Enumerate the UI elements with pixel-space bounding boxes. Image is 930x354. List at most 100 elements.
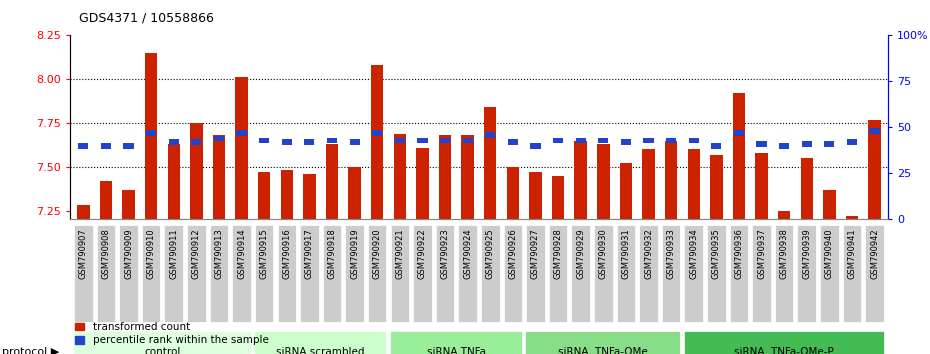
Text: GSM790914: GSM790914 bbox=[237, 228, 246, 279]
Bar bbox=[190, 123, 203, 219]
Bar bbox=[707, 225, 725, 322]
Bar bbox=[688, 138, 698, 143]
Bar bbox=[461, 135, 474, 219]
Bar bbox=[530, 143, 540, 149]
Text: GSM790932: GSM790932 bbox=[644, 228, 653, 279]
Bar bbox=[594, 225, 613, 322]
Text: GSM790931: GSM790931 bbox=[621, 228, 631, 279]
Bar bbox=[391, 225, 409, 322]
Bar bbox=[484, 107, 497, 219]
Text: control: control bbox=[144, 347, 180, 354]
Bar bbox=[440, 138, 450, 143]
Bar bbox=[843, 225, 861, 322]
Bar bbox=[187, 225, 206, 322]
Bar bbox=[345, 225, 364, 322]
Bar bbox=[192, 139, 202, 145]
Bar bbox=[77, 205, 89, 219]
Bar bbox=[123, 190, 135, 219]
Bar bbox=[847, 139, 857, 145]
Text: GSM790937: GSM790937 bbox=[757, 228, 766, 279]
Text: siRNA  TNFa-OMe: siRNA TNFa-OMe bbox=[558, 347, 648, 354]
Bar bbox=[823, 190, 835, 219]
Text: GSM790917: GSM790917 bbox=[305, 228, 314, 279]
Text: siRNA scrambled: siRNA scrambled bbox=[276, 347, 365, 354]
Bar bbox=[869, 120, 881, 219]
Bar bbox=[368, 225, 387, 322]
Text: GSM790927: GSM790927 bbox=[531, 228, 540, 279]
Bar bbox=[597, 144, 609, 219]
Bar bbox=[74, 225, 93, 322]
Bar bbox=[571, 225, 590, 322]
Bar bbox=[665, 141, 677, 219]
Bar bbox=[575, 141, 587, 219]
Text: GSM790926: GSM790926 bbox=[509, 228, 517, 279]
Bar bbox=[236, 130, 246, 136]
Bar bbox=[775, 225, 793, 322]
Bar bbox=[662, 225, 681, 322]
Bar bbox=[507, 167, 519, 219]
Bar bbox=[326, 144, 339, 219]
Bar bbox=[503, 225, 522, 322]
Bar bbox=[801, 158, 813, 219]
Bar bbox=[777, 211, 790, 219]
Bar bbox=[684, 331, 884, 354]
Bar bbox=[235, 78, 247, 219]
Bar bbox=[619, 164, 632, 219]
Bar bbox=[525, 331, 682, 354]
Bar bbox=[394, 138, 405, 143]
Bar bbox=[73, 331, 252, 354]
Bar bbox=[145, 53, 157, 219]
Bar bbox=[730, 225, 749, 322]
Bar bbox=[417, 148, 429, 219]
Bar bbox=[644, 138, 654, 143]
Bar bbox=[281, 170, 293, 219]
Bar bbox=[349, 167, 361, 219]
Text: siRNA  TNFa-OMe-P: siRNA TNFa-OMe-P bbox=[735, 347, 834, 354]
Bar bbox=[167, 144, 180, 219]
Text: GSM790918: GSM790918 bbox=[327, 228, 337, 279]
Text: GSM790913: GSM790913 bbox=[215, 228, 223, 279]
Bar bbox=[303, 174, 315, 219]
Bar bbox=[413, 225, 432, 322]
Text: GSM790938: GSM790938 bbox=[779, 228, 789, 279]
Bar bbox=[371, 65, 383, 219]
Bar bbox=[436, 225, 455, 322]
Bar bbox=[643, 149, 655, 219]
Bar bbox=[779, 143, 790, 149]
Text: GSM790911: GSM790911 bbox=[169, 228, 179, 279]
Text: GSM790923: GSM790923 bbox=[441, 228, 449, 279]
Bar bbox=[802, 141, 812, 147]
Bar bbox=[142, 225, 160, 322]
Bar bbox=[824, 141, 834, 147]
Text: GSM790929: GSM790929 bbox=[577, 228, 585, 279]
Bar bbox=[232, 225, 251, 322]
Bar bbox=[576, 138, 586, 143]
Text: GDS4371 / 10558866: GDS4371 / 10558866 bbox=[79, 12, 214, 25]
Bar bbox=[711, 155, 723, 219]
Bar bbox=[350, 139, 360, 145]
Legend: transformed count, percentile rank within the sample: transformed count, percentile rank withi… bbox=[75, 322, 269, 345]
Text: GSM790939: GSM790939 bbox=[803, 228, 811, 279]
Bar bbox=[687, 149, 700, 219]
Bar bbox=[168, 139, 179, 145]
Bar bbox=[684, 225, 703, 322]
Text: GSM790920: GSM790920 bbox=[373, 228, 381, 279]
Bar bbox=[845, 216, 858, 219]
Bar bbox=[666, 138, 676, 143]
Bar bbox=[418, 138, 428, 143]
Text: GSM790921: GSM790921 bbox=[395, 228, 405, 279]
Text: siRNA TNFa: siRNA TNFa bbox=[427, 347, 485, 354]
Bar bbox=[97, 225, 115, 322]
Text: GSM790933: GSM790933 bbox=[667, 228, 675, 279]
Bar bbox=[78, 143, 88, 149]
Text: GSM790910: GSM790910 bbox=[147, 228, 155, 279]
Bar bbox=[621, 139, 631, 145]
Bar bbox=[870, 129, 880, 134]
Text: GSM790924: GSM790924 bbox=[463, 228, 472, 279]
Bar bbox=[300, 225, 319, 322]
Bar bbox=[639, 225, 658, 322]
Bar bbox=[865, 225, 884, 322]
Bar bbox=[100, 143, 111, 149]
Bar bbox=[255, 225, 273, 322]
Bar bbox=[711, 143, 722, 149]
